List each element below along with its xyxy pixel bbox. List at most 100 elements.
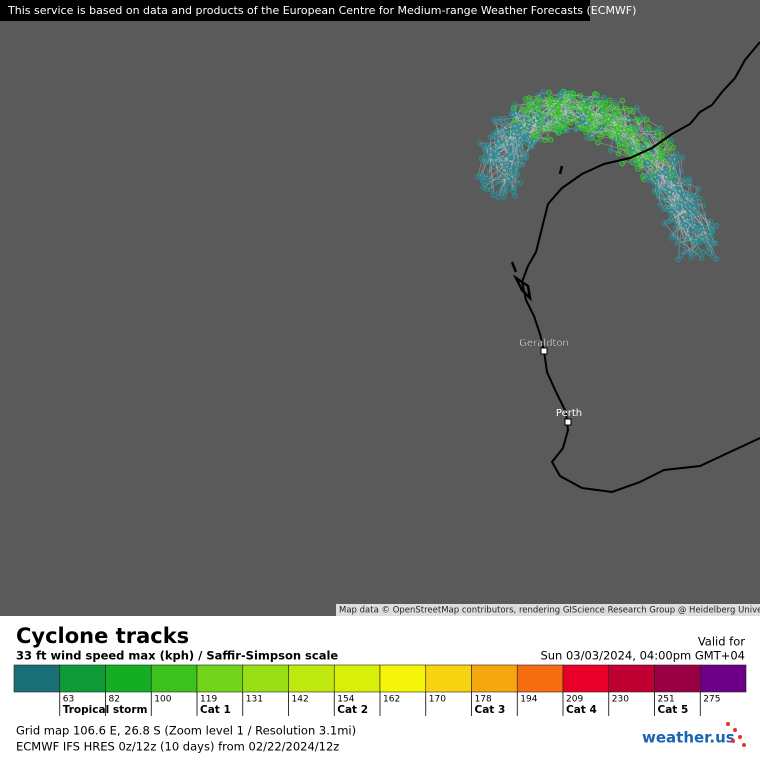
- track-point: [574, 101, 580, 108]
- track-point: [535, 97, 542, 104]
- place-label: Geraldton: [519, 338, 569, 349]
- track-point: [632, 126, 639, 133]
- track-point: [680, 242, 687, 248]
- track-point: [534, 104, 540, 111]
- track-point: [679, 197, 685, 204]
- track-point: [609, 125, 616, 132]
- track-point: [514, 171, 521, 178]
- track-point: [632, 124, 639, 131]
- track-point: [495, 177, 502, 184]
- track-point: [570, 103, 577, 110]
- track-point: [627, 130, 634, 137]
- track-point: [713, 255, 720, 262]
- track-point: [624, 140, 631, 147]
- threshold-label: 178: [475, 695, 492, 705]
- attribution-bg: [336, 604, 760, 616]
- track-point: [640, 173, 647, 179]
- track-point: [658, 132, 665, 139]
- track-point: [524, 124, 531, 131]
- threshold-label: 154: [337, 695, 354, 705]
- track-point: [607, 108, 613, 115]
- track-point: [526, 121, 533, 128]
- threshold-label: 100: [154, 695, 171, 705]
- city-marker: [540, 347, 548, 355]
- track-point: [664, 147, 671, 154]
- scale-cell: [425, 664, 472, 693]
- track-point: [517, 148, 524, 155]
- track-point: [661, 195, 668, 202]
- track-point: [555, 97, 562, 104]
- track-point: [680, 213, 687, 220]
- logo: weather.us: [642, 729, 735, 747]
- track-point: [699, 236, 706, 243]
- track-point: [486, 152, 493, 158]
- track-point: [669, 231, 676, 238]
- category-label: Cat 5: [658, 704, 689, 716]
- track-point: [486, 167, 493, 174]
- category-label: Cat 4: [566, 704, 597, 716]
- track-line: [499, 107, 694, 260]
- track-point: [635, 157, 642, 164]
- track-point: [477, 172, 484, 179]
- scale-cell: [654, 664, 701, 693]
- track-line: [487, 106, 701, 243]
- track-point: [687, 176, 693, 183]
- track-point: [511, 130, 517, 137]
- track-point: [619, 160, 626, 167]
- track-point: [573, 126, 580, 133]
- track-point: [605, 129, 612, 136]
- track-point: [677, 184, 683, 191]
- track-point: [707, 231, 713, 238]
- track-point: [679, 154, 686, 161]
- attribution: Map data © OpenStreetMap contributors, r…: [339, 606, 760, 616]
- track-point: [688, 253, 695, 260]
- track-point: [557, 116, 564, 123]
- track-point: [679, 191, 686, 198]
- track-point: [675, 157, 682, 164]
- banner-bg: [0, 0, 590, 21]
- track-point: [651, 180, 658, 187]
- track-point: [598, 124, 605, 131]
- track-line: [486, 99, 717, 226]
- track-point: [705, 249, 712, 256]
- track-point: [713, 222, 720, 229]
- track-point: [682, 222, 689, 229]
- track-point: [563, 127, 570, 134]
- track-point: [531, 132, 538, 139]
- track-point: [523, 151, 530, 158]
- track-point: [668, 172, 675, 179]
- track-point: [683, 204, 690, 211]
- track-point: [515, 163, 522, 169]
- track-point: [491, 134, 498, 140]
- scale-cell: [242, 664, 289, 693]
- track-point: [652, 174, 658, 181]
- track-point: [645, 176, 651, 183]
- track-point: [522, 107, 528, 114]
- track-point: [514, 127, 521, 134]
- track-point: [657, 125, 664, 132]
- track-point: [643, 116, 650, 123]
- track-point: [639, 143, 646, 150]
- track-point: [498, 161, 505, 168]
- track-point: [536, 123, 543, 130]
- track-point: [579, 124, 586, 131]
- track-point: [595, 139, 601, 146]
- track-point: [568, 108, 575, 115]
- track-point: [651, 133, 658, 140]
- track-point: [496, 116, 503, 122]
- track-point: [545, 126, 552, 133]
- track-point: [625, 126, 632, 133]
- threshold-label: 119: [200, 695, 217, 705]
- track-point: [576, 92, 583, 99]
- track-point: [499, 184, 506, 191]
- track-point: [651, 147, 658, 154]
- track-point: [688, 196, 695, 203]
- track-point: [522, 131, 529, 138]
- track-point: [688, 221, 694, 228]
- track-point: [571, 104, 578, 111]
- track-point: [557, 108, 564, 115]
- track-line: [493, 99, 711, 235]
- track-point: [518, 106, 525, 113]
